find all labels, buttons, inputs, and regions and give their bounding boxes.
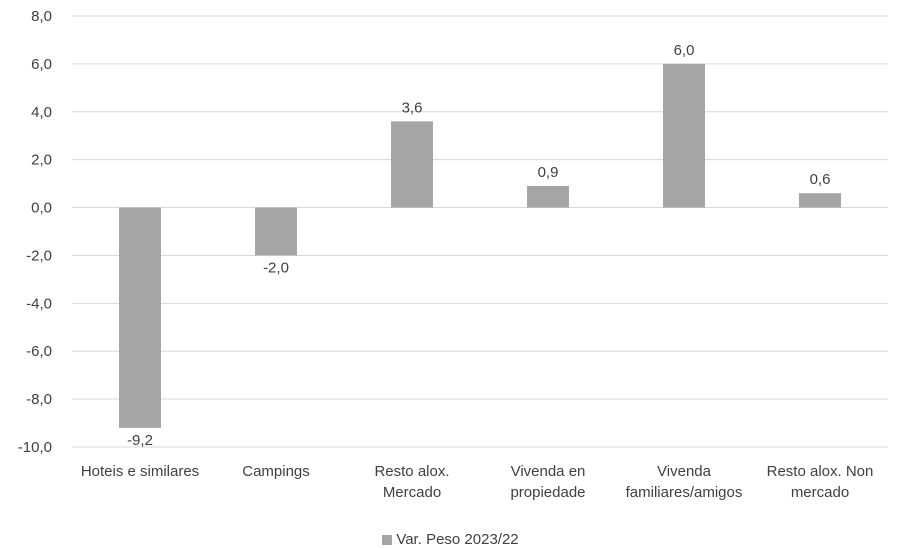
data-label: 3,6 (402, 99, 423, 116)
bar (119, 207, 161, 428)
y-tick-label: -6,0 (26, 343, 52, 360)
x-tick-label: Campings (242, 463, 310, 480)
y-axis: -10,0 -8,0 -6,0 -4,0 -2,0 0,0 2,0 4,0 6,0 8,0 (18, 8, 52, 456)
bar (799, 193, 841, 208)
legend: Var. Peso 2023/22 (0, 531, 901, 548)
data-label: 6,0 (674, 42, 695, 59)
x-tick-label: Resto alox. Mercado (374, 463, 449, 501)
y-tick-label: 8,0 (31, 8, 52, 25)
bar (391, 121, 433, 208)
x-tick-label: Resto alox. Non mercado (767, 463, 874, 501)
y-tick-label: -2,0 (26, 247, 52, 264)
y-tick-label: 0,0 (31, 200, 52, 217)
legend-label: Var. Peso 2023/22 (396, 531, 519, 548)
data-label: -2,0 (263, 259, 289, 276)
y-tick-label: -4,0 (26, 295, 52, 312)
x-tick-label: Hoteis e similares (81, 463, 199, 480)
y-tick-label: -8,0 (26, 391, 52, 408)
bar (663, 63, 705, 208)
x-tick-label: Vivenda en propiedade (510, 463, 585, 501)
x-tick-label: Vivenda familiares/amigos (626, 463, 743, 501)
bar (527, 186, 569, 208)
y-tick-label: 2,0 (31, 152, 52, 169)
bar (255, 207, 297, 256)
y-tick-label: -10,0 (18, 439, 52, 456)
y-tick-label: 4,0 (31, 104, 52, 121)
data-label: -9,2 (127, 432, 153, 449)
y-tick-label: 6,0 (31, 56, 52, 73)
data-label: 0,6 (810, 171, 831, 188)
data-label: 0,9 (538, 164, 559, 181)
legend-swatch (382, 535, 393, 545)
bar-series: -9,2 -2,0 3,6 0,9 6,0 0,6 (119, 42, 841, 449)
gridlines (72, 15, 888, 448)
x-axis: Hoteis e similares Campings Resto alox. Mer… (81, 463, 874, 501)
